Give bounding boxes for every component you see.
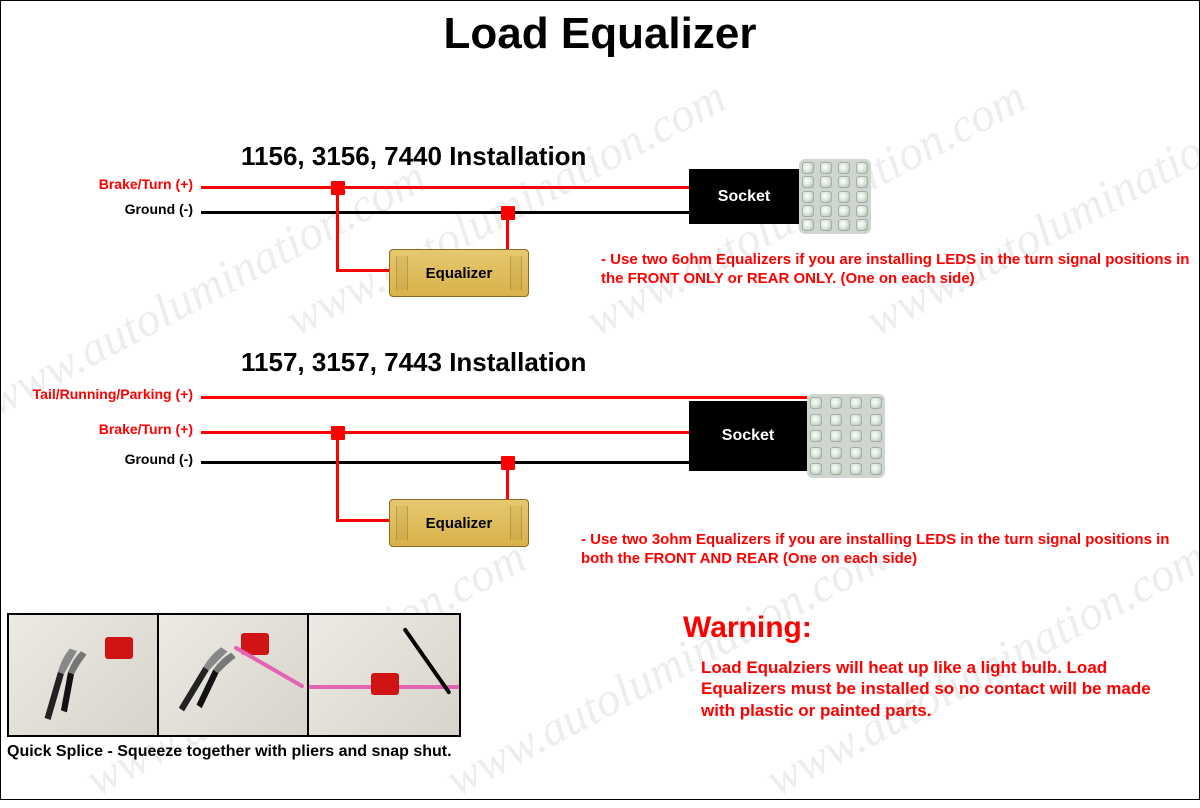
- splice-connector-icon: [371, 673, 399, 695]
- wire: [201, 186, 689, 189]
- pliers-icon: [159, 615, 260, 718]
- wire-label: Brake/Turn (+): [1, 421, 193, 437]
- socket-label: Socket: [722, 427, 774, 445]
- bulb-socket: Socket: [689, 169, 799, 224]
- wire: [201, 461, 689, 464]
- bulb-socket: Socket: [689, 401, 807, 471]
- equalizer-resistor: Equalizer: [389, 249, 529, 297]
- wire-label: Ground (-): [1, 451, 193, 467]
- wire: [201, 396, 689, 399]
- pliers-icon: [9, 615, 122, 730]
- splice-photo-1: [9, 615, 159, 735]
- splice-photo-3: [309, 615, 459, 735]
- wire: [689, 396, 807, 399]
- equalizer-resistor: Equalizer: [389, 499, 529, 547]
- quick-splice-photos: [7, 613, 461, 737]
- diagram2-instruction: - Use two 3ohm Equalizers if you are ins…: [581, 531, 1181, 569]
- resistor-lead: [336, 191, 339, 269]
- wire: [201, 431, 689, 434]
- quick-splice-caption: Quick Splice - Squeeze together with pli…: [7, 743, 452, 761]
- diagram2-title: 1157, 3157, 7443 Installation: [241, 347, 586, 378]
- wire-label: Brake/Turn (+): [1, 176, 193, 192]
- splice-photo-2: [159, 615, 309, 735]
- resistor-lead: [336, 519, 389, 522]
- warning-title: Warning:: [683, 611, 812, 645]
- warning-body: Load Equalziers will heat up like a ligh…: [701, 657, 1171, 721]
- led-bulb: [799, 159, 871, 234]
- diagram1-title: 1156, 3156, 7440 Installation: [241, 141, 586, 172]
- diagram1-instruction: - Use two 6ohm Equalizers if you are ins…: [601, 251, 1191, 289]
- wire-label: Ground (-): [1, 201, 193, 217]
- splice-connector-icon: [105, 637, 133, 659]
- resistor-lead: [336, 269, 389, 272]
- led-bulb: [807, 394, 885, 478]
- resistor-lead: [336, 436, 339, 519]
- page-title: Load Equalizer: [1, 9, 1199, 59]
- equalizer-label: Equalizer: [426, 265, 493, 282]
- socket-label: Socket: [718, 188, 770, 206]
- watermark: www.autolumination.com: [857, 69, 1200, 348]
- wire: [201, 211, 689, 214]
- wire-label: Tail/Running/Parking (+): [1, 386, 193, 402]
- equalizer-label: Equalizer: [426, 515, 493, 532]
